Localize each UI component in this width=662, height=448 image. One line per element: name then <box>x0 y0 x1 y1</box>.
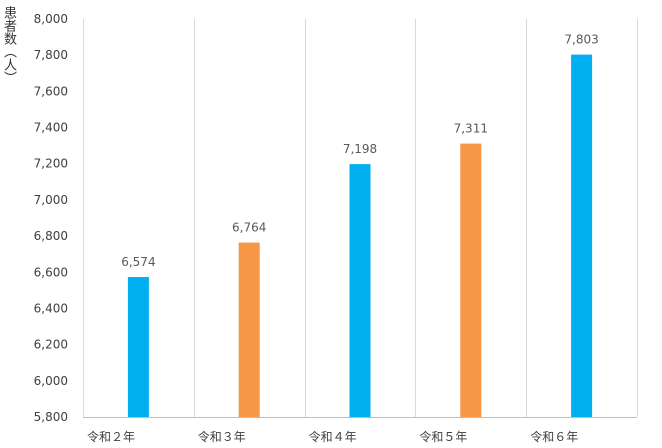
y-tick-label: 6,400 <box>34 301 68 315</box>
x-tick-label: 令和４年 <box>309 429 357 444</box>
bar-2 <box>238 242 260 417</box>
data-label: 7,803 <box>564 33 598 47</box>
y-tick-label: 7,600 <box>34 84 68 98</box>
x-tick-label: 令和５年 <box>419 429 467 444</box>
y-tick-label: 6,800 <box>34 229 68 243</box>
y-tick-label: 6,600 <box>34 265 68 279</box>
bar-5 <box>571 54 593 417</box>
bar-4 <box>460 143 482 417</box>
data-label: 6,764 <box>232 221 266 235</box>
y-tick-label: 5,800 <box>34 410 68 424</box>
bar-1 <box>127 277 149 417</box>
x-tick-label: 令和２年 <box>87 429 135 444</box>
y-tick-label: 7,000 <box>34 193 68 207</box>
y-tick-label: 7,200 <box>34 157 68 171</box>
bar-3 <box>349 164 371 417</box>
y-tick-label: 6,000 <box>34 374 68 388</box>
y-tick-label: 7,800 <box>34 48 68 62</box>
data-label: 7,311 <box>454 122 488 136</box>
x-tick-label: 令和３年 <box>198 429 246 444</box>
y-axis-label: 患者数（人） <box>1 6 16 84</box>
data-label: 6,574 <box>121 255 155 269</box>
y-tick-label: 6,200 <box>34 338 68 352</box>
x-tick-label: 令和６年 <box>530 429 578 444</box>
data-label: 7,198 <box>343 142 377 156</box>
y-tick-label: 8,000 <box>34 12 68 26</box>
y-tick-label: 7,400 <box>34 121 68 135</box>
